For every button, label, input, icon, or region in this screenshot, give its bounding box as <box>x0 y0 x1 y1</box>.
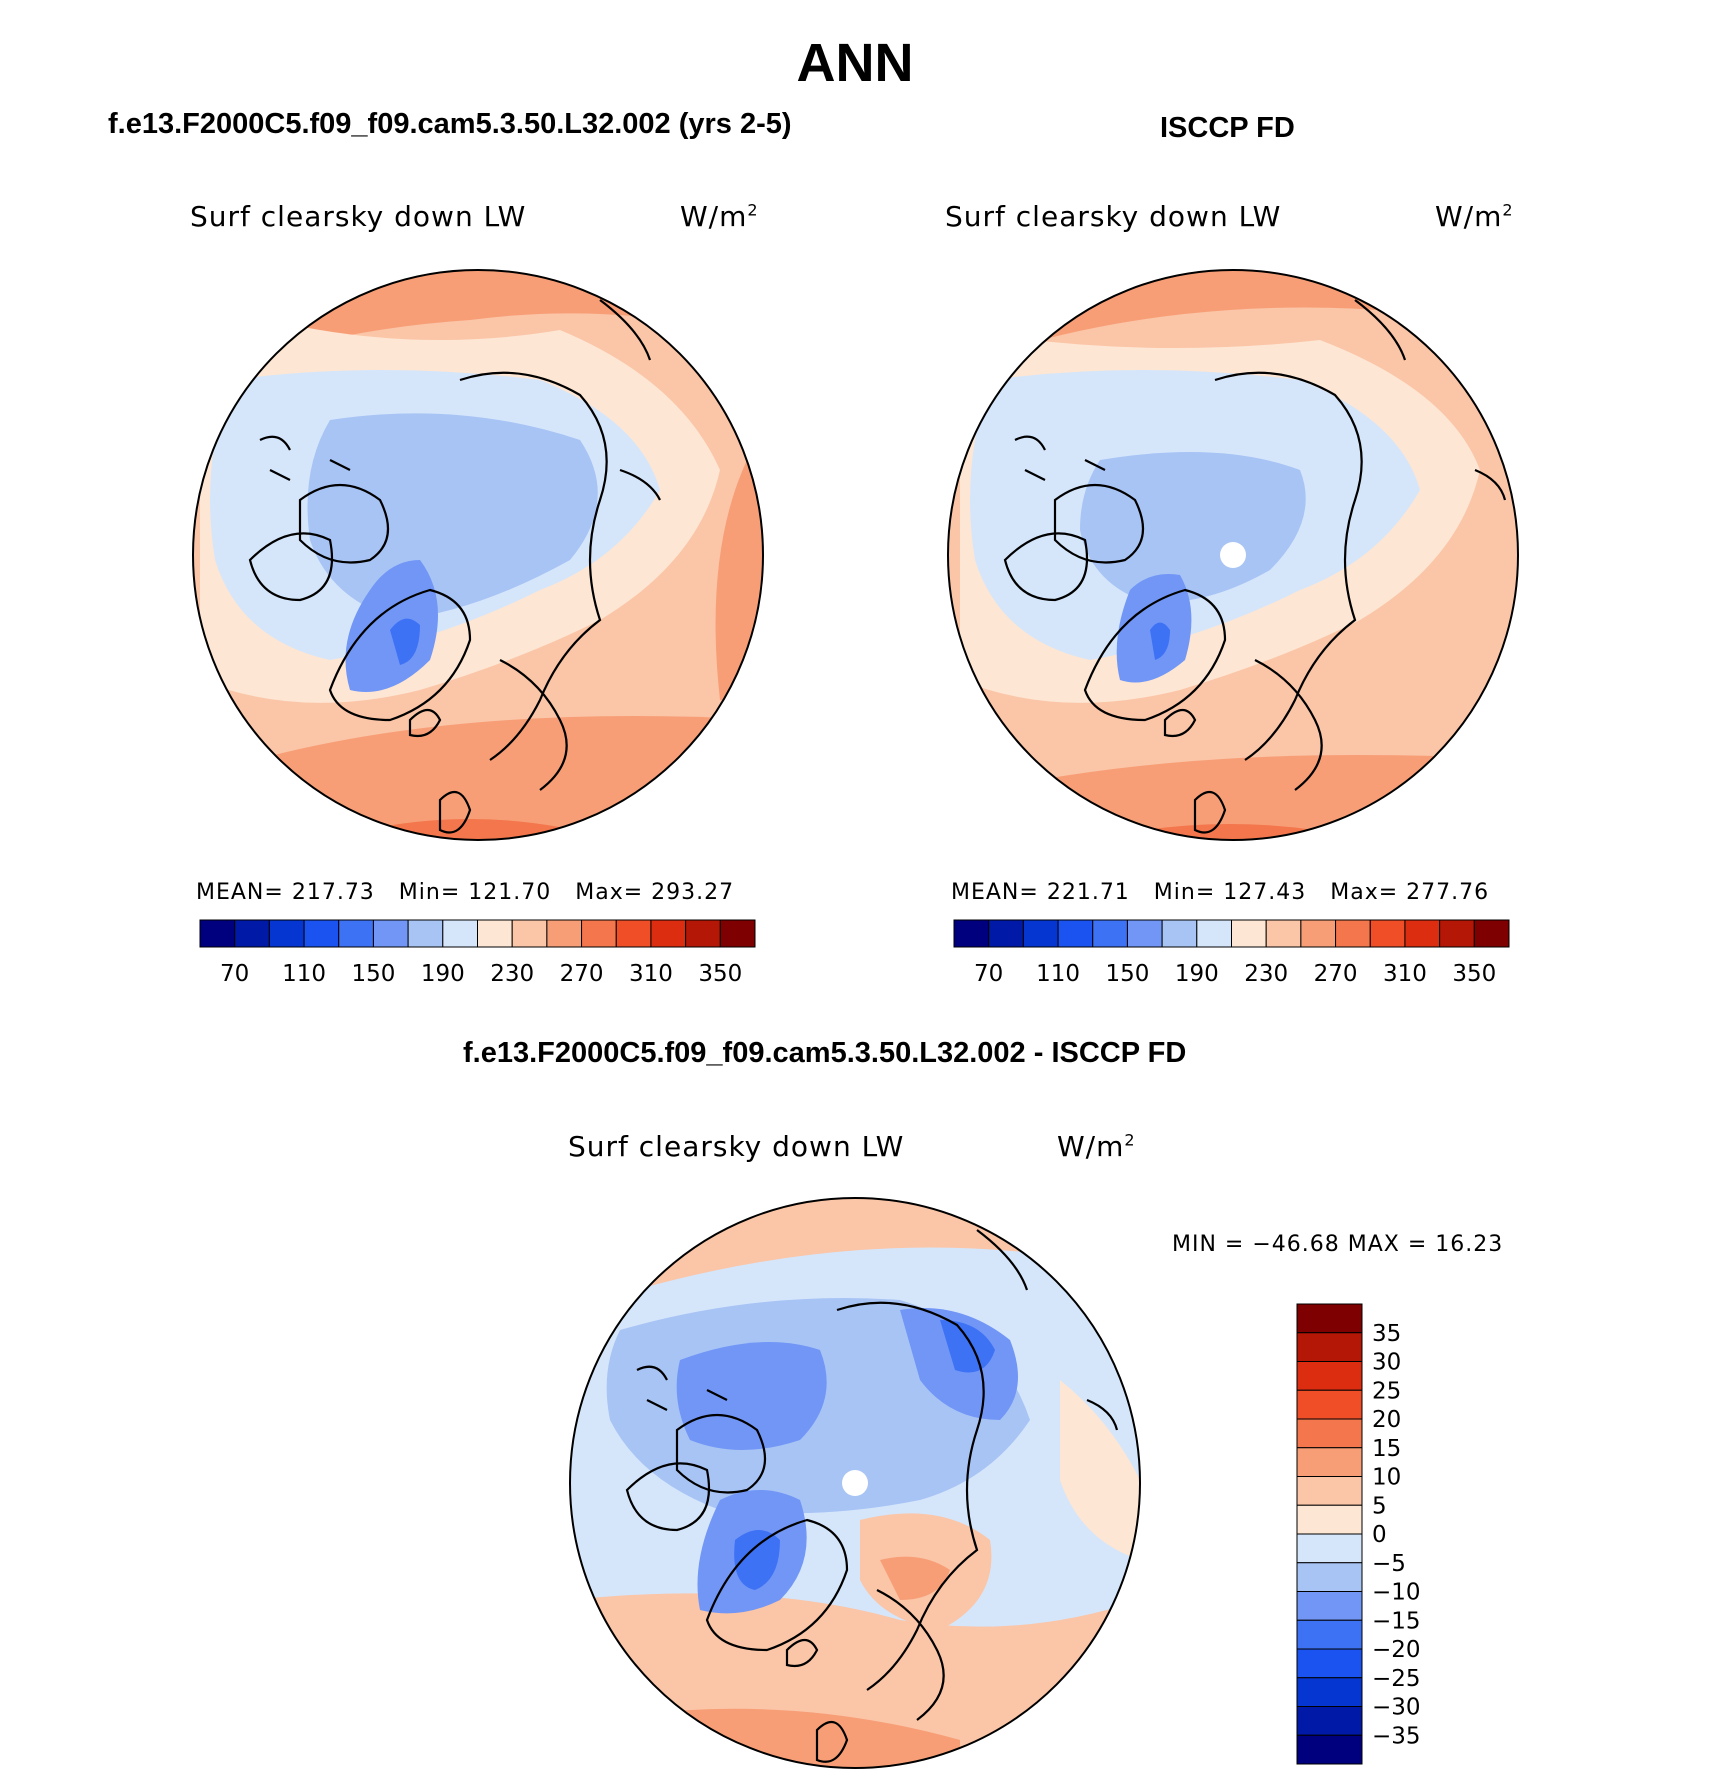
test-units: W/m2 <box>680 200 759 233</box>
colorbar-box <box>1296 1562 1363 1592</box>
colorbar-box <box>199 919 236 948</box>
colorbar-box <box>1296 1303 1363 1334</box>
colorbar-tick-label: 5 <box>1372 1493 1387 1519</box>
colorbar-tick-label: −15 <box>1372 1608 1421 1634</box>
colorbar-box <box>1296 1504 1363 1535</box>
colorbar-tick-label: 30 <box>1372 1350 1401 1376</box>
colorbar-box <box>1296 1706 1363 1736</box>
colorbar-box <box>511 919 548 948</box>
diff-case-title: f.e13.F2000C5.f09_f09.cam5.3.50.L32.002 … <box>463 1037 1187 1069</box>
colorbar-box <box>719 919 756 948</box>
colorbar-tick-label: 25 <box>1372 1378 1401 1404</box>
test-stats: MEAN= 217.73 Min= 121.70 Max= 293.27 <box>196 880 735 905</box>
colorbar-tick-label: 230 <box>1244 961 1288 987</box>
colorbar-box <box>685 919 721 948</box>
colorbar-box <box>338 919 374 948</box>
colorbar-box <box>1196 919 1232 948</box>
colorbar-box <box>407 919 444 948</box>
colorbar-box <box>1296 1648 1363 1679</box>
colorbar-tick-label: 270 <box>1314 961 1358 987</box>
colorbar-box <box>1296 1447 1363 1477</box>
colorbar-tick-label: 150 <box>351 961 395 987</box>
colorbar-tick-label: −35 <box>1372 1723 1421 1749</box>
obs-stats: MEAN= 221.71 Min= 127.43 Max= 277.76 <box>951 880 1490 905</box>
colorbar-box <box>953 919 990 948</box>
colorbar-box <box>1369 919 1406 948</box>
colorbar-box <box>1161 919 1198 948</box>
colorbar-tick-label: 310 <box>1383 961 1427 987</box>
test-polar-map <box>192 269 764 841</box>
colorbar-tick-label: 70 <box>220 961 249 987</box>
colorbar-tick-label: 190 <box>1175 961 1219 987</box>
colorbar-box <box>988 919 1024 948</box>
colorbar-box <box>546 919 583 948</box>
colorbar-box <box>1473 919 1510 948</box>
main-title: ANN <box>796 33 914 93</box>
colorbar-box <box>1296 1361 1363 1391</box>
colorbar-box <box>1231 919 1267 948</box>
colorbar-tick-label: 270 <box>560 961 604 987</box>
colorbar-tick-label: 150 <box>1105 961 1149 987</box>
colorbar-box <box>1296 1677 1363 1707</box>
colorbar-box <box>1439 919 1475 948</box>
colorbar-tick-label: 0 <box>1372 1522 1387 1548</box>
colorbar-tick-label: −10 <box>1372 1580 1421 1606</box>
diff-polar-map <box>569 1197 1141 1769</box>
colorbar-tick-label: 70 <box>974 961 1003 987</box>
test-field-label: Surf clearsky down LW <box>190 200 527 233</box>
diff-field-label: Surf clearsky down LW <box>568 1130 905 1163</box>
colorbar-box <box>372 919 409 948</box>
colorbar-box <box>268 919 305 948</box>
colorbar-box <box>1022 919 1059 948</box>
colorbar-box <box>234 919 270 948</box>
colorbar-box <box>1296 1734 1363 1765</box>
colorbar-tick-label: 15 <box>1372 1436 1401 1462</box>
colorbar-tick-label: 35 <box>1372 1321 1401 1347</box>
colorbar-box <box>1057 919 1094 948</box>
colorbar-box <box>1296 1476 1363 1506</box>
colorbar-box <box>1296 1389 1363 1420</box>
colorbar-tick-label: −20 <box>1372 1637 1421 1663</box>
colorbar-box <box>1404 919 1441 948</box>
colorbar-tick-label: 350 <box>698 961 742 987</box>
colorbar-box <box>1296 1591 1363 1621</box>
colorbar-box <box>1335 919 1371 948</box>
diff-minmax: MIN = −46.68 MAX = 16.23 <box>1172 1232 1504 1257</box>
colorbar-box <box>477 919 513 948</box>
colorbar-box <box>1300 919 1337 948</box>
colorbar-tick-label: 10 <box>1372 1465 1401 1491</box>
colorbar-tick-label: 190 <box>421 961 465 987</box>
obs-polar-map <box>947 269 1519 841</box>
colorbar-tick-label: −30 <box>1372 1695 1421 1721</box>
colorbar-box <box>1296 1332 1363 1362</box>
colorbar-tick-label: 20 <box>1372 1407 1401 1433</box>
colorbar-tick-label: 310 <box>629 961 673 987</box>
colorbar-box <box>650 919 687 948</box>
colorbar-tick-label: −25 <box>1372 1666 1421 1692</box>
colorbar-box <box>1296 1418 1363 1449</box>
test-case-title: f.e13.F2000C5.f09_f09.cam5.3.50.L32.002 … <box>108 108 792 140</box>
colorbar-tick-label: 110 <box>282 961 326 987</box>
colorbar-box <box>615 919 652 948</box>
colorbar-box <box>1296 1533 1363 1564</box>
colorbar-tick-label: 230 <box>490 961 534 987</box>
obs-units: W/m2 <box>1435 200 1514 233</box>
diff-units: W/m2 <box>1057 1130 1136 1163</box>
colorbar-tick-label: −5 <box>1372 1551 1406 1577</box>
colorbar-tick-label: 350 <box>1452 961 1496 987</box>
colorbar-box <box>1126 919 1163 948</box>
colorbar-box <box>303 919 340 948</box>
colorbar-box <box>1296 1619 1363 1650</box>
obs-colorbar: 70 110 150 190 230 270 310 350 <box>953 919 1510 987</box>
obs-field-label: Surf clearsky down LW <box>945 200 1282 233</box>
colorbar-box <box>442 919 478 948</box>
test-colorbar: 70 110 150 190 230 270 310 350 <box>199 919 756 987</box>
colorbar-box <box>1092 919 1128 948</box>
colorbar-box <box>1265 919 1302 948</box>
colorbar-box <box>581 919 617 948</box>
obs-case-title: ISCCP FD <box>1160 112 1295 144</box>
colorbar-tick-label: 110 <box>1036 961 1080 987</box>
